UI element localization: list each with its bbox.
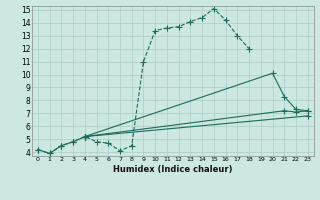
X-axis label: Humidex (Indice chaleur): Humidex (Indice chaleur) bbox=[113, 165, 233, 174]
